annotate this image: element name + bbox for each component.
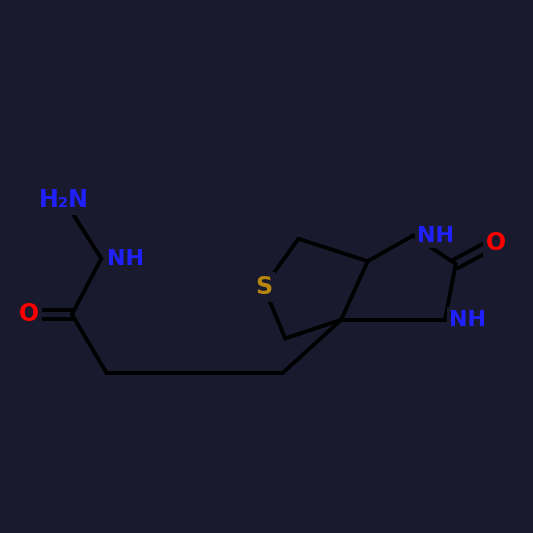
Text: O: O [19,302,39,327]
Text: O: O [486,230,506,255]
Text: S: S [255,274,272,299]
Text: H₂N: H₂N [39,188,89,212]
Text: NH: NH [107,248,143,269]
Text: NH: NH [449,310,486,330]
Text: NH: NH [417,225,454,246]
